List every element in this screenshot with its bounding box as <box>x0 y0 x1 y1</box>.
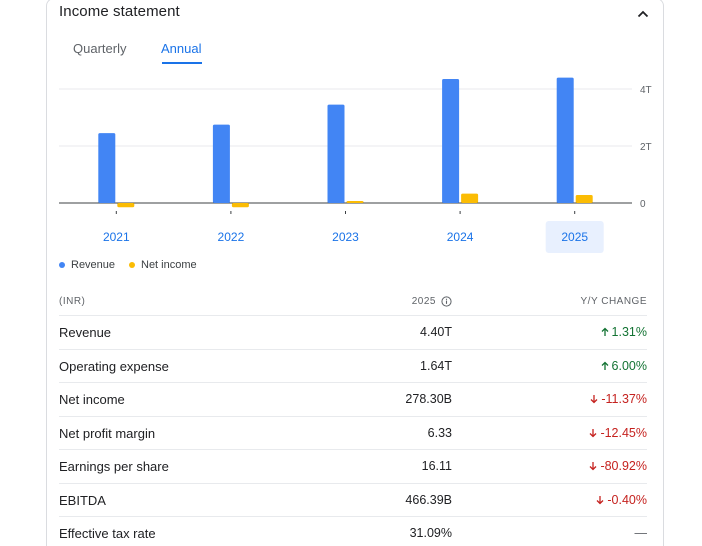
y-tick-label: 2T <box>640 142 652 153</box>
selected-year-highlight <box>545 221 604 253</box>
tab-quarterly[interactable]: Quarterly <box>73 41 127 56</box>
column-header-change: Y/Y CHANGE <box>580 296 647 307</box>
legend-item-net-income[interactable]: Net income <box>129 259 197 271</box>
row-label: Operating expense <box>59 358 169 374</box>
row-change-value: -0.40% <box>607 492 647 507</box>
arrow-down-icon <box>589 428 597 437</box>
row-change-value: -11.37% <box>601 392 647 406</box>
x-tick-label[interactable]: 2022 <box>218 230 245 244</box>
legend-label-revenue: Revenue <box>71 259 116 271</box>
arrow-down-icon <box>596 495 604 504</box>
revenue-bar[interactable] <box>327 104 345 203</box>
row-label: Net profit margin <box>59 425 156 441</box>
row-label: Revenue <box>59 325 112 340</box>
table-body: Revenue 4.40T 1.31% Operating expense 1.64T 6… <box>59 316 647 546</box>
row-value: 466.39B <box>405 492 452 507</box>
y-tick-label: 0 <box>640 199 646 210</box>
row-value: 16.11 <box>421 459 452 473</box>
row-value: 4.40T <box>420 325 452 339</box>
row-change: 1.31% <box>600 325 647 339</box>
row-change: -0.40% <box>595 493 647 507</box>
info-icon[interactable] <box>441 296 452 307</box>
revenue-bar[interactable] <box>442 79 460 203</box>
legend-item-revenue[interactable]: Revenue <box>59 259 115 271</box>
y-tick-label: 4T <box>640 85 652 96</box>
legend-dot-net-income <box>129 262 135 268</box>
table-header: (INR) 2025 Y/Y CHANGE <box>59 287 647 316</box>
net-income-bar[interactable] <box>346 201 364 203</box>
row-change: -11.37% <box>589 392 647 406</box>
table-row: Net profit margin 6.33 -12.45% <box>59 417 647 450</box>
revenue-bar[interactable] <box>98 133 116 203</box>
revenue-chart: 4T 2T 0 2021 2022 2023 2024 2025 <box>57 69 657 259</box>
row-change: 6.00% <box>600 359 647 373</box>
row-value: 1.64T <box>420 358 452 373</box>
net-income-bar[interactable] <box>575 195 593 203</box>
table-row: Effective tax rate 31.09% — <box>59 517 647 546</box>
net-income-bar[interactable] <box>461 193 479 203</box>
chart-svg: 4T 2T 0 2021 2022 2023 2024 2025 <box>59 77 652 253</box>
card-header: Income statement <box>59 3 659 25</box>
row-change: -80.92% <box>588 459 647 473</box>
table-row: EBITDA 466.39B -0.40% <box>59 484 647 517</box>
table-row: Operating expense 1.64T 6.00% <box>59 350 647 383</box>
legend-label-net-income: Net income <box>141 259 197 271</box>
active-tab-indicator <box>162 62 202 64</box>
row-label: Earnings per share <box>59 459 169 474</box>
arrow-down-icon <box>590 395 598 404</box>
row-value: 31.09% <box>409 526 452 540</box>
table-row: Revenue 4.40T 1.31% <box>59 316 647 350</box>
row-change-value: -12.45% <box>600 425 647 440</box>
row-label: Net income <box>59 392 125 407</box>
row-label: EBITDA <box>59 492 106 508</box>
row-label: Effective tax rate <box>59 526 156 541</box>
row-change-value: -80.92% <box>600 459 647 473</box>
net-income-bar[interactable] <box>231 203 249 208</box>
x-tick-label[interactable]: 2023 <box>332 230 359 244</box>
table-row: Earnings per share 16.11 -80.92% <box>59 450 647 484</box>
x-tick-label[interactable]: 2025 <box>561 230 588 244</box>
arrow-up-icon <box>601 361 609 370</box>
row-change: -12.45% <box>588 426 647 440</box>
collapse-button[interactable] <box>631 2 655 26</box>
card-title: Income statement <box>59 3 180 20</box>
row-change: — <box>635 526 648 540</box>
arrow-down-icon <box>589 462 597 471</box>
x-tick-label[interactable]: 2024 <box>447 230 474 244</box>
arrow-up-icon <box>601 327 609 336</box>
net-income-bar[interactable] <box>117 203 135 208</box>
row-change-value: 1.31% <box>611 325 647 339</box>
column-header-year-label: 2025 <box>411 296 436 307</box>
row-value: 278.30B <box>405 392 452 406</box>
chevron-up-icon <box>637 10 649 18</box>
income-statement-card: Income statement Quarterly Annual 4T 2T 0 2… <box>46 0 664 546</box>
legend-dot-revenue <box>59 262 65 268</box>
table-row: Net income 278.30B -11.37% <box>59 383 647 417</box>
x-tick-label[interactable]: 2021 <box>103 230 130 244</box>
column-header-year: 2025 <box>412 296 452 307</box>
row-value: 6.33 <box>427 425 452 440</box>
row-change-value: — <box>634 526 648 540</box>
revenue-bar[interactable] <box>556 77 574 203</box>
tab-annual[interactable]: Annual <box>161 41 202 56</box>
financials-table: (INR) 2025 Y/Y CHANGE Revenue 4.40T 1.31% O… <box>59 287 647 546</box>
revenue-bar[interactable] <box>212 124 230 203</box>
column-header-unit: (INR) <box>59 296 86 307</box>
row-change-value: 6.00% <box>611 358 647 373</box>
